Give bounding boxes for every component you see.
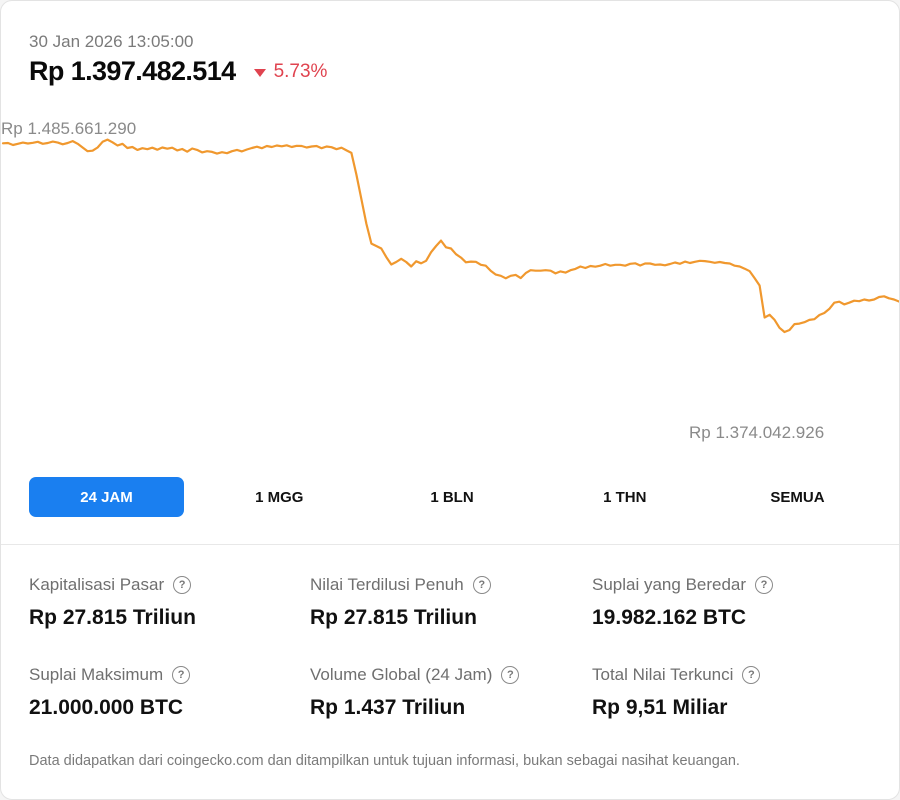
stat-label: Total Nilai Terkunci [592, 665, 734, 684]
stat-circulating-supply: Suplai yang Beredar ? 19.982.162 BTC [592, 575, 774, 630]
stat-label: Nilai Terdilusi Penuh [310, 575, 464, 594]
chart-high-label: Rp 1.485.661.290 [1, 119, 137, 138]
tab-1m[interactable]: 1 BLN [430, 488, 474, 506]
stat-label: Suplai Maksimum [29, 665, 164, 684]
question-circle-icon[interactable]: ? [172, 666, 191, 684]
stat-value: Rp 9,51 Miliar [592, 696, 728, 719]
price-timestamp: 30 Jan 2026 13:05:00 [29, 32, 194, 51]
section-divider [1, 544, 899, 545]
stat-label: Volume Global (24 Jam) [310, 665, 493, 684]
stat-market-cap: Kapitalisasi Pasar ? Rp 27.815 Triliun [29, 575, 196, 630]
price-chart[interactable] [1, 121, 900, 431]
stat-total-value-locked: Total Nilai Terkunci ? Rp 9,51 Miliar [592, 665, 761, 720]
triangle-down-icon [253, 68, 266, 77]
stat-max-supply: Suplai Maksimum ? 21.000.000 BTC [29, 665, 191, 720]
stat-value: Rp 1.437 Triliun [310, 696, 466, 719]
price-row: Rp 1.397.482.514 5.73% [29, 56, 327, 87]
question-circle-icon[interactable]: ? [742, 666, 761, 684]
question-circle-icon[interactable]: ? [173, 576, 192, 594]
stat-label: Suplai yang Beredar [592, 575, 747, 594]
question-circle-icon[interactable]: ? [501, 666, 520, 684]
disclaimer-text: Data didapatkan dari coingecko.com dan d… [29, 753, 740, 769]
stat-global-volume: Volume Global (24 Jam) ? Rp 1.437 Triliu… [310, 665, 520, 720]
question-circle-icon[interactable]: ? [755, 576, 774, 594]
stat-label: Kapitalisasi Pasar [29, 575, 165, 594]
price-change-percent: 5.73% [273, 60, 328, 82]
question-circle-icon[interactable]: ? [472, 576, 491, 594]
current-price: Rp 1.397.482.514 [29, 56, 236, 86]
tab-24h[interactable]: 24 JAM [29, 477, 184, 517]
stat-value: Rp 27.815 Triliun [310, 606, 477, 629]
stat-fully-diluted-value: Nilai Terdilusi Penuh ? Rp 27.815 Triliu… [310, 575, 491, 630]
price-line [1, 138, 899, 334]
timeframe-tabs: 24 JAM 1 MGG 1 BLN 1 THN SEMUA [29, 477, 875, 517]
stat-value: Rp 27.815 Triliun [29, 606, 196, 629]
stat-value: 21.000.000 BTC [29, 696, 184, 719]
tab-all[interactable]: SEMUA [770, 488, 825, 506]
stat-value: 19.982.162 BTC [592, 606, 747, 629]
price-change: 5.73% [253, 60, 328, 83]
tab-1y[interactable]: 1 THN [603, 488, 647, 506]
tab-1w[interactable]: 1 MGG [255, 488, 304, 506]
chart-low-label: Rp 1.374.042.926 [689, 423, 825, 442]
